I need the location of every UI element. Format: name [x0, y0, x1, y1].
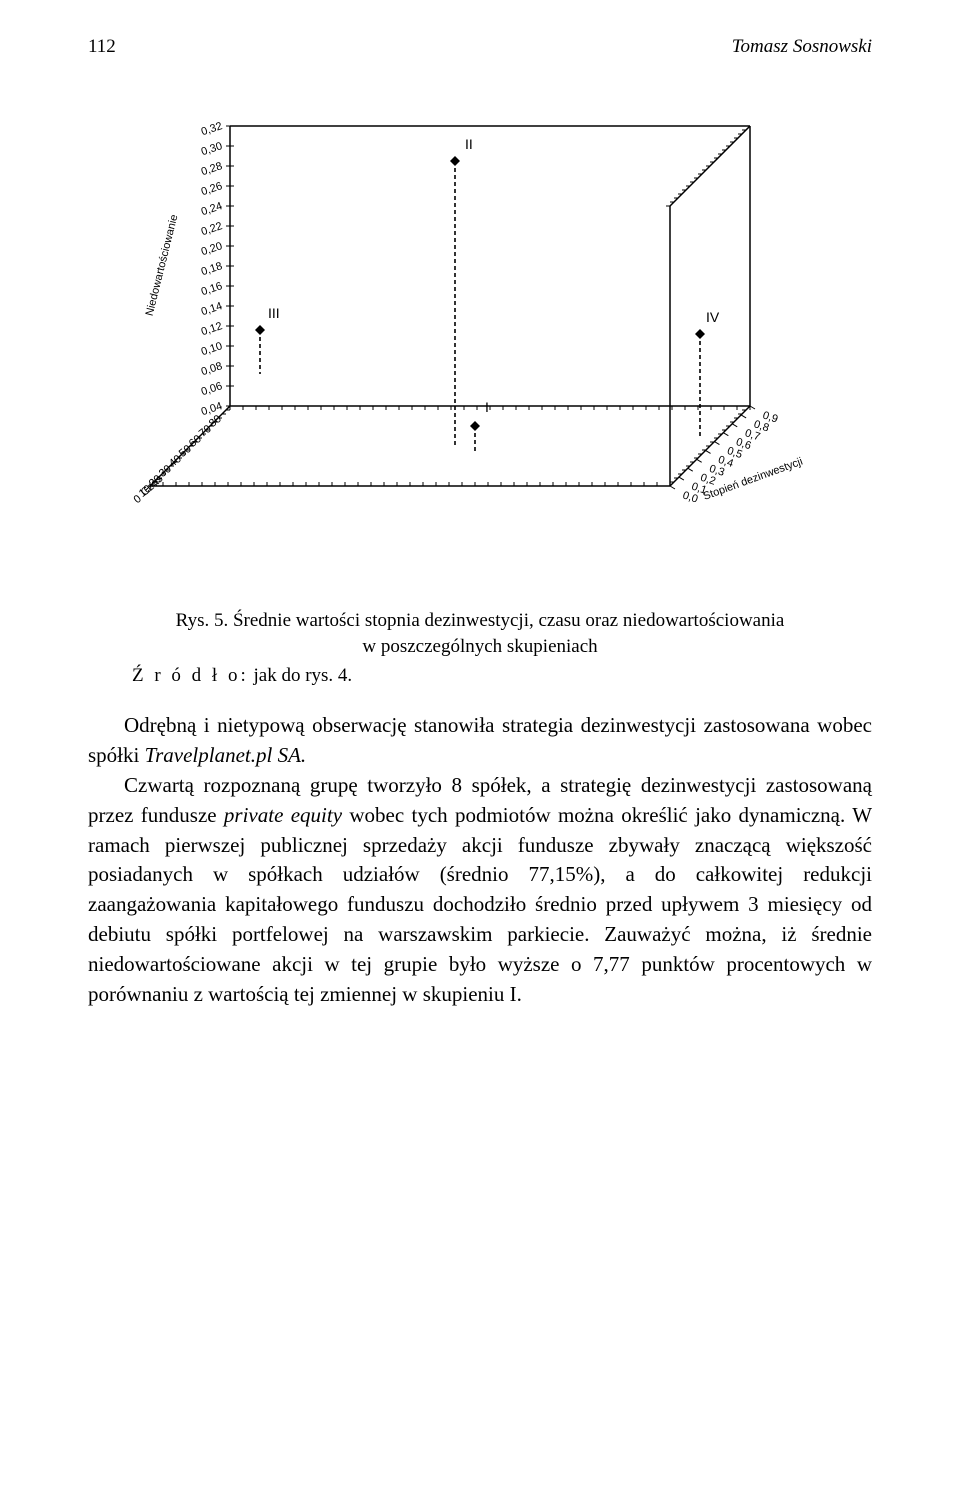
svg-text:0,14: 0,14 [200, 300, 224, 318]
source-label: Ź r ó d ł o: [132, 665, 249, 686]
svg-text:0,06: 0,06 [200, 380, 224, 398]
p2-italic: private equity [224, 803, 342, 827]
page-number: 112 [88, 36, 116, 58]
svg-text:0,20: 0,20 [200, 240, 224, 258]
body-text: Odrębną i nietypową obserwację stanowiła… [88, 711, 872, 1009]
svg-text:0,26: 0,26 [200, 180, 224, 198]
author-name: Tomasz Sosnowski [732, 36, 872, 58]
svg-text:0,28: 0,28 [200, 160, 224, 178]
svg-text:III: III [268, 305, 280, 321]
svg-text:0,12: 0,12 [200, 320, 224, 338]
svg-text:IV: IV [706, 309, 720, 325]
svg-text:0,16: 0,16 [200, 280, 224, 298]
svg-text:II: II [465, 136, 473, 152]
svg-text:0,24: 0,24 [200, 200, 224, 218]
svg-text:0,10: 0,10 [200, 340, 224, 358]
source-text: jak do rys. 4. [249, 665, 352, 686]
caption-line-1: Rys. 5. Średnie wartości stopnia dezinwe… [176, 610, 785, 631]
svg-text:0,30: 0,30 [200, 140, 224, 158]
page-header: 112 Tomasz Sosnowski [88, 36, 872, 58]
scatter-3d-chart: 0,32 0,30 0,28 0,26 0,24 0,22 0,20 0,18 0,16 0,14… [110, 86, 850, 596]
p2-text-b: wobec tych podmiotów można określić jako… [88, 803, 872, 1006]
svg-text:0,08: 0,08 [200, 360, 224, 378]
svg-text:0,32: 0,32 [200, 120, 224, 138]
figure-source: Ź r ó d ł o: jak do rys. 4. [132, 665, 872, 687]
svg-text:0,18: 0,18 [200, 260, 224, 278]
p1-italic: Travelplanet.pl SA. [145, 743, 307, 767]
paragraph-2: Czwartą rozpoznaną grupę tworzyło 8 spół… [88, 771, 872, 1010]
svg-text:I: I [485, 399, 489, 415]
svg-text:Niedowartościowanie: Niedowartościowanie [144, 213, 181, 317]
chart-container: 0,32 0,30 0,28 0,26 0,24 0,22 0,20 0,18 0,16 0,14… [88, 86, 872, 596]
svg-text:0,22: 0,22 [200, 220, 224, 238]
caption-line-2: w poszczególnych skupieniach [88, 634, 872, 660]
paragraph-1: Odrębną i nietypową obserwację stanowiła… [88, 711, 872, 771]
figure-caption: Rys. 5. Średnie wartości stopnia dezinwe… [88, 608, 872, 659]
